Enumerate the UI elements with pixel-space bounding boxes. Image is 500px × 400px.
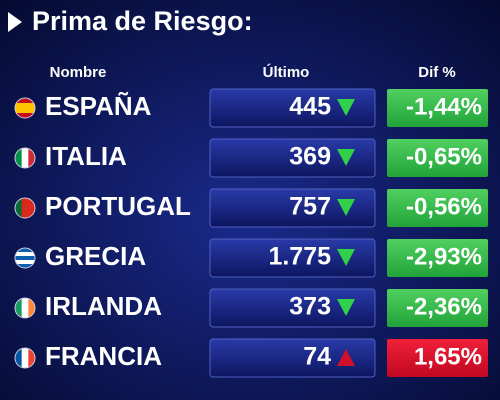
change: -0,65% [406,143,482,170]
flag-rim [14,297,36,319]
arrow-down [337,299,355,316]
country-name: IRLANDA [45,291,162,321]
change-box [387,339,488,377]
flag-stripe [15,256,35,261]
column-header: Nombre [50,64,107,81]
value: 369 [289,143,331,171]
flag [15,98,35,118]
change: 1,65% [414,343,482,370]
country-name: ESPAÑA [45,91,152,121]
flag-stripe [21,148,29,168]
value: 445 [289,93,331,121]
flag-stripe [15,252,35,257]
flag-stripe [15,348,23,368]
change: -2,93% [406,243,482,270]
flag [15,298,35,318]
column-header: Dif % [418,64,456,81]
value-box [209,338,376,378]
flag [15,248,35,268]
flag-rim [14,347,36,369]
change-box [387,289,488,327]
value: 757 [289,193,331,221]
title: Prima de Riesgo: [32,6,253,36]
arrow-down [337,99,355,116]
change: -2,36% [406,293,482,320]
arrow-down [337,199,355,216]
country-name: GRECIA [45,241,146,271]
change: -1,44% [406,93,482,120]
country-name: ITALIA [45,141,127,171]
flag-stripe [21,298,29,318]
change-box [387,189,488,227]
flag-stripe [15,113,35,118]
value-box [209,188,376,228]
value: 1.775 [268,243,331,271]
title-arrow [8,12,22,32]
country-name: FRANCIA [45,341,162,371]
value: 373 [289,293,331,321]
flag-rim [14,97,36,119]
value-box [209,238,376,278]
arrow-down [337,249,355,266]
change-box [387,89,488,127]
flag-stripe [28,348,35,368]
flag-stripe [21,198,29,218]
flag-stripe [15,103,35,109]
flag [15,148,35,168]
flag-stripe [15,264,35,268]
change-box [387,239,488,277]
flag-stripe [28,298,35,318]
flag-stripe [21,348,29,368]
value-box [209,88,376,128]
flag-stripe [15,148,23,168]
arrow-up [337,349,355,366]
change-box [387,139,488,177]
flag-stripe [28,198,35,218]
flag-rim [14,197,36,219]
flag [15,348,35,368]
flag-rim [14,247,36,269]
flag-stripe [15,98,35,104]
value: 74 [303,343,331,371]
value-box [209,288,376,328]
column-header: Último [263,63,310,81]
flag [15,198,35,218]
value-box [209,138,376,178]
flag-stripe [15,198,23,218]
country-name: PORTUGAL [45,191,191,221]
flag-rim [14,147,36,169]
flag-stripe [15,248,35,253]
change: -0,56% [406,193,482,220]
flag-stripe [15,298,23,318]
rows: ESPAÑA 445 -1,44% ITALIA 369 -0,65% PORTUGAL 75… [14,88,488,378]
flag-stripe [15,108,35,114]
arrow-down [337,149,355,166]
flag-stripe [28,148,35,168]
flag-stripe [15,260,35,265]
